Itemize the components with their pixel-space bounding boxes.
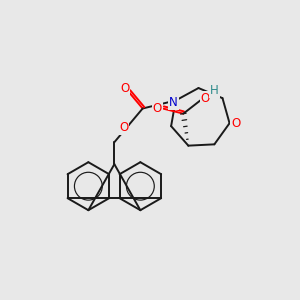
Text: N: N [169,96,178,109]
Text: O: O [201,92,210,105]
Text: H: H [210,84,219,97]
Text: O: O [119,121,128,134]
Text: O: O [120,82,129,95]
Text: O: O [231,117,240,130]
Text: O: O [153,102,162,115]
